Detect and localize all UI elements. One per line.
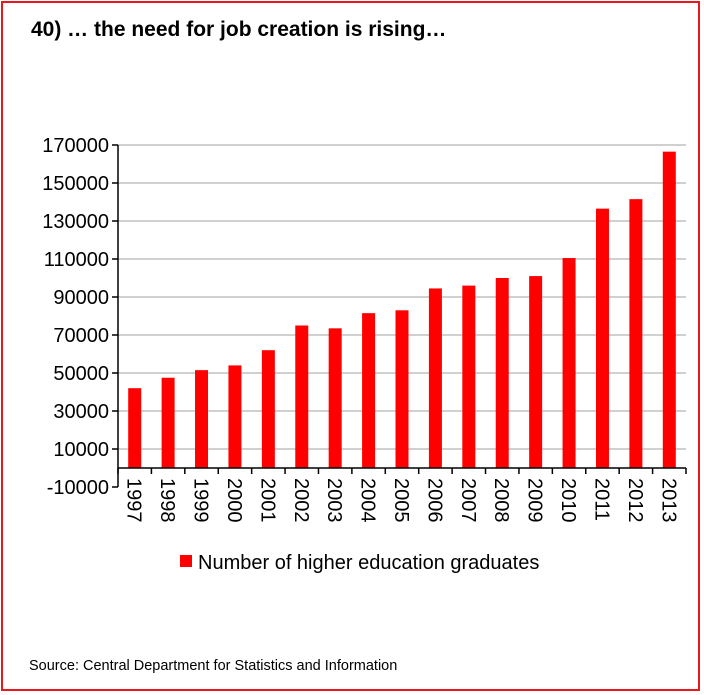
bar [629, 199, 643, 468]
x-tick-label: 2009 [524, 478, 546, 523]
bar [662, 151, 676, 468]
source-note: Source: Central Department for Statistic… [29, 658, 398, 674]
bar [395, 310, 409, 468]
bar [128, 388, 142, 468]
x-tick-label: 2007 [457, 478, 479, 523]
bar [195, 370, 209, 468]
bar [495, 278, 509, 468]
x-tick-label: 1999 [190, 478, 212, 523]
legend-swatch [180, 555, 192, 567]
bar [161, 377, 175, 468]
y-tick-label: 50000 [53, 363, 109, 385]
legend-label: Number of higher education graduates [198, 552, 539, 574]
bar [595, 208, 609, 468]
y-tick-label: 150000 [42, 173, 109, 195]
x-tick-label: 2006 [423, 478, 445, 523]
y-tick-label: 130000 [42, 211, 109, 233]
x-tick-label: 2012 [624, 478, 646, 523]
x-tick-label: 2011 [590, 478, 612, 521]
bar [295, 325, 309, 468]
bar [328, 328, 342, 468]
y-tick-label: 90000 [53, 287, 109, 309]
bar [428, 288, 442, 468]
x-tick-label: 2002 [290, 478, 312, 523]
x-tick-label: 2005 [390, 478, 412, 523]
bar [261, 350, 275, 468]
bar [362, 313, 376, 468]
y-tick-label: -10000 [47, 477, 109, 499]
chart-title: 40) … the need for job creation is risin… [31, 18, 447, 41]
x-tick-label: 2000 [223, 478, 245, 523]
x-tick-label: 2010 [557, 478, 579, 523]
x-tick-label: 1998 [156, 478, 178, 523]
y-tick-label: 30000 [53, 401, 109, 423]
y-tick-labels: -10000 10000 30000 50000 70000 90000 110000 130… [42, 135, 109, 499]
x-tick-label: 2004 [357, 478, 379, 523]
bars [128, 151, 676, 468]
bar [529, 276, 543, 468]
y-tick-label: 70000 [53, 325, 109, 347]
y-tick-label: 170000 [42, 135, 109, 157]
y-tick-label: 110000 [44, 249, 109, 271]
bar [562, 258, 576, 468]
bar [462, 285, 476, 468]
x-tick-label: 2003 [323, 478, 345, 523]
axes [112, 144, 687, 488]
x-tick-label: 2008 [490, 478, 512, 523]
x-tick-label: 1997 [123, 478, 145, 523]
bar [228, 365, 242, 468]
y-tick-label: 10000 [53, 439, 109, 461]
x-tick-label: 2001 [256, 478, 278, 523]
x-tick-labels: 1997 1998 1999 2000 2001 2002 2003 2004 2005 2006… [123, 478, 680, 523]
legend: Number of higher education graduates [180, 552, 539, 574]
x-tick-label: 2013 [657, 478, 679, 523]
